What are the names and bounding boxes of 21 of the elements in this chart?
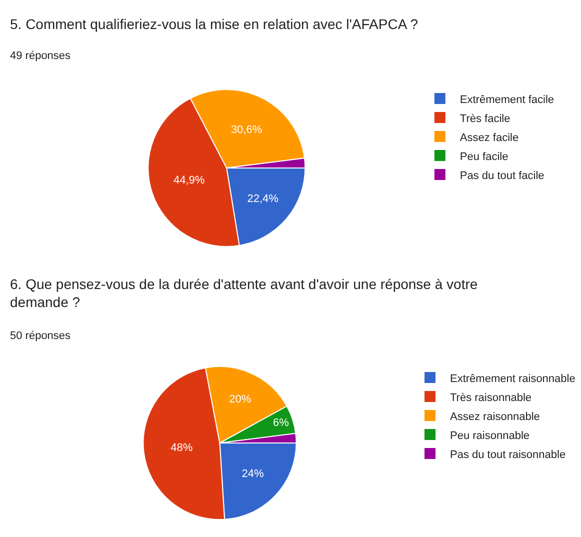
legend-label: Peu raisonnable <box>450 430 530 442</box>
text: 49 réponses <box>10 50 72 62</box>
data-label: 22,4% <box>247 192 279 205</box>
legend-label: Extrêmement facile <box>460 94 554 106</box>
legend-label: Peu facile <box>460 150 508 163</box>
legend-label: Assez raisonnable <box>450 410 540 423</box>
legend-label: Extrêmement raisonnable <box>450 372 576 385</box>
legend-label: Pas du tout raisonnable <box>450 448 566 461</box>
data-label: 48% <box>170 442 193 454</box>
data-label: 24% <box>242 468 264 480</box>
chart-title: 6. Que pensez-vous de la durée d'attente avant d'avoir une réponse à votre demande ? <box>10 276 478 310</box>
chart-title: 5. Comment qualifieriez-vous la mise en relation avec l'AFAPCA ? <box>10 16 418 32</box>
data-label: 20% <box>229 393 252 406</box>
legend-label: Très raisonnable <box>450 392 532 404</box>
legend-label: Assez facile <box>460 132 519 144</box>
legend-label: Très facile <box>460 112 510 125</box>
data-label: 44,9% <box>173 174 205 186</box>
data-label: 6% <box>272 417 290 430</box>
text: 50 réponses <box>10 330 72 342</box>
data-label: 30,6% <box>230 124 262 136</box>
legend-label: Pas du tout facile <box>460 170 544 182</box>
